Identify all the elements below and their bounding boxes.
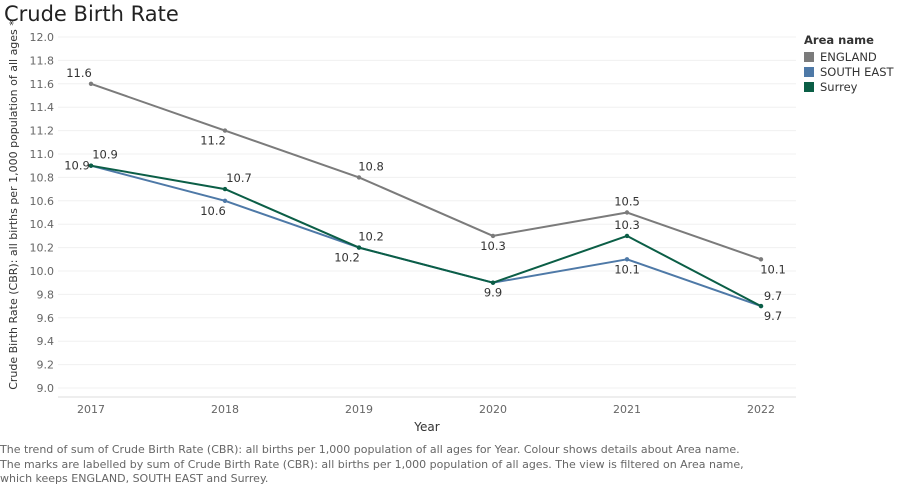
data-point-england [624, 210, 630, 215]
data-point-surrey [88, 163, 94, 168]
data-label-surrey: 10.7 [226, 171, 252, 185]
y-tick-label: 9.8 [37, 288, 55, 301]
x-axis-ticks: 2017 2018 2019 2020 2021 2022 [77, 403, 775, 416]
y-tick-label: 9.6 [37, 312, 55, 325]
data-point-england [758, 257, 764, 262]
y-tick-label: 10.6 [30, 195, 55, 208]
y-tick-label: 9.0 [37, 382, 55, 395]
data-point-england [88, 81, 94, 87]
series-line-england [90, 82, 762, 261]
data-point-surrey [356, 245, 362, 250]
legend-swatch-south-east [804, 66, 814, 77]
data-point-south-east [222, 198, 228, 203]
data-label-surrey: 10.2 [358, 230, 384, 244]
legend-label-surrey: Surrey [820, 79, 858, 94]
y-tick-label: 11.2 [30, 125, 55, 138]
caption-line: The marks are labelled by sum of Crude B… [0, 457, 744, 471]
y-tick-label: 12.0 [30, 31, 55, 44]
data-label-south-east: 10.6 [200, 204, 226, 218]
legend[interactable]: Area name ENGLAND SOUTH EAST Surrey [804, 33, 894, 94]
legend-item-england[interactable]: ENGLAND [804, 49, 894, 64]
y-tick-label: 9.4 [37, 335, 55, 348]
data-point-surrey [624, 233, 630, 239]
data-label-england: 10.8 [358, 159, 384, 173]
data-label-south-east: 9.7 [764, 309, 782, 323]
legend-label-england: ENGLAND [820, 49, 877, 64]
legend-swatch-england [804, 51, 814, 62]
chart-caption: The trend of sum of Crude Birth Rate (CB… [0, 443, 890, 487]
x-tick-label: 2021 [613, 403, 641, 416]
legend-item-surrey[interactable]: Surrey [804, 79, 894, 94]
data-label-surrey: 9.7 [764, 289, 782, 303]
data-point-south-east [624, 257, 630, 262]
data-point-surrey [222, 186, 228, 192]
y-tick-label: 11.0 [30, 148, 55, 161]
data-label-england: 11.6 [66, 66, 92, 80]
data-label-surrey: 10.3 [614, 218, 640, 232]
data-label-south-east: 9.9 [484, 286, 502, 300]
caption-line: which keeps ENGLAND, SOUTH EAST and Surr… [0, 472, 269, 485]
data-label-england: 10.1 [760, 262, 786, 276]
data-label-south-east: 10.1 [614, 262, 640, 276]
data-label-south-east: 10.2 [334, 251, 360, 265]
y-tick-label: 10.8 [30, 171, 55, 184]
legend-label-south-east: SOUTH EAST [820, 64, 894, 79]
y-tick-label: 10.2 [30, 242, 55, 255]
data-label-england: 10.3 [480, 239, 506, 253]
legend-title: Area name [804, 33, 874, 47]
x-axis-title: Year [413, 420, 439, 434]
data-label-surrey: 10.9 [92, 148, 118, 162]
data-label-england: 11.2 [200, 134, 226, 148]
y-tick-label: 11.4 [30, 101, 55, 114]
x-tick-label: 2018 [211, 403, 239, 416]
legend-item-south-east[interactable]: SOUTH EAST [804, 64, 894, 79]
y-axis-ticks: 9.0 9.2 9.4 9.6 9.8 10.0 10.2 10.4 10.6 10.8 11.0 1… [30, 31, 55, 395]
x-tick-label: 2022 [747, 403, 775, 416]
chart-title: Crude Birth Rate [4, 2, 179, 26]
y-tick-label: 10.4 [30, 218, 55, 231]
y-axis-title: Crude Birth Rate (CBR): all births per 1… [7, 20, 20, 390]
series-line-surrey [90, 164, 762, 307]
line-chart: 9.0 9.2 9.4 9.6 9.8 10.0 10.2 10.4 10.6 10.8 11.0 1… [7, 20, 796, 434]
gridlines [58, 36, 796, 398]
data-point-england [490, 233, 496, 239]
series-lines [88, 81, 764, 309]
x-tick-label: 2017 [77, 403, 105, 416]
data-point-surrey [490, 280, 496, 285]
x-tick-label: 2020 [479, 403, 507, 416]
y-tick-label: 11.8 [30, 54, 55, 67]
data-label-england: 10.5 [614, 195, 640, 209]
legend-swatch-surrey [804, 81, 814, 92]
caption-line: The trend of sum of Crude Birth Rate (CB… [0, 443, 740, 456]
data-point-england [356, 175, 362, 180]
x-tick-label: 2019 [345, 403, 373, 416]
data-point-surrey [758, 303, 764, 309]
y-tick-label: 11.6 [30, 78, 55, 91]
data-point-england [222, 128, 228, 133]
data-labels: 11.6 11.2 10.8 10.3 10.5 10.1 10.9 10.6 10.2 9.9 1… [64, 66, 786, 323]
y-tick-label: 9.2 [37, 359, 55, 372]
series-line-south-east [90, 164, 762, 308]
data-label-south-east: 10.9 [64, 159, 90, 173]
y-tick-label: 10.0 [30, 265, 55, 278]
